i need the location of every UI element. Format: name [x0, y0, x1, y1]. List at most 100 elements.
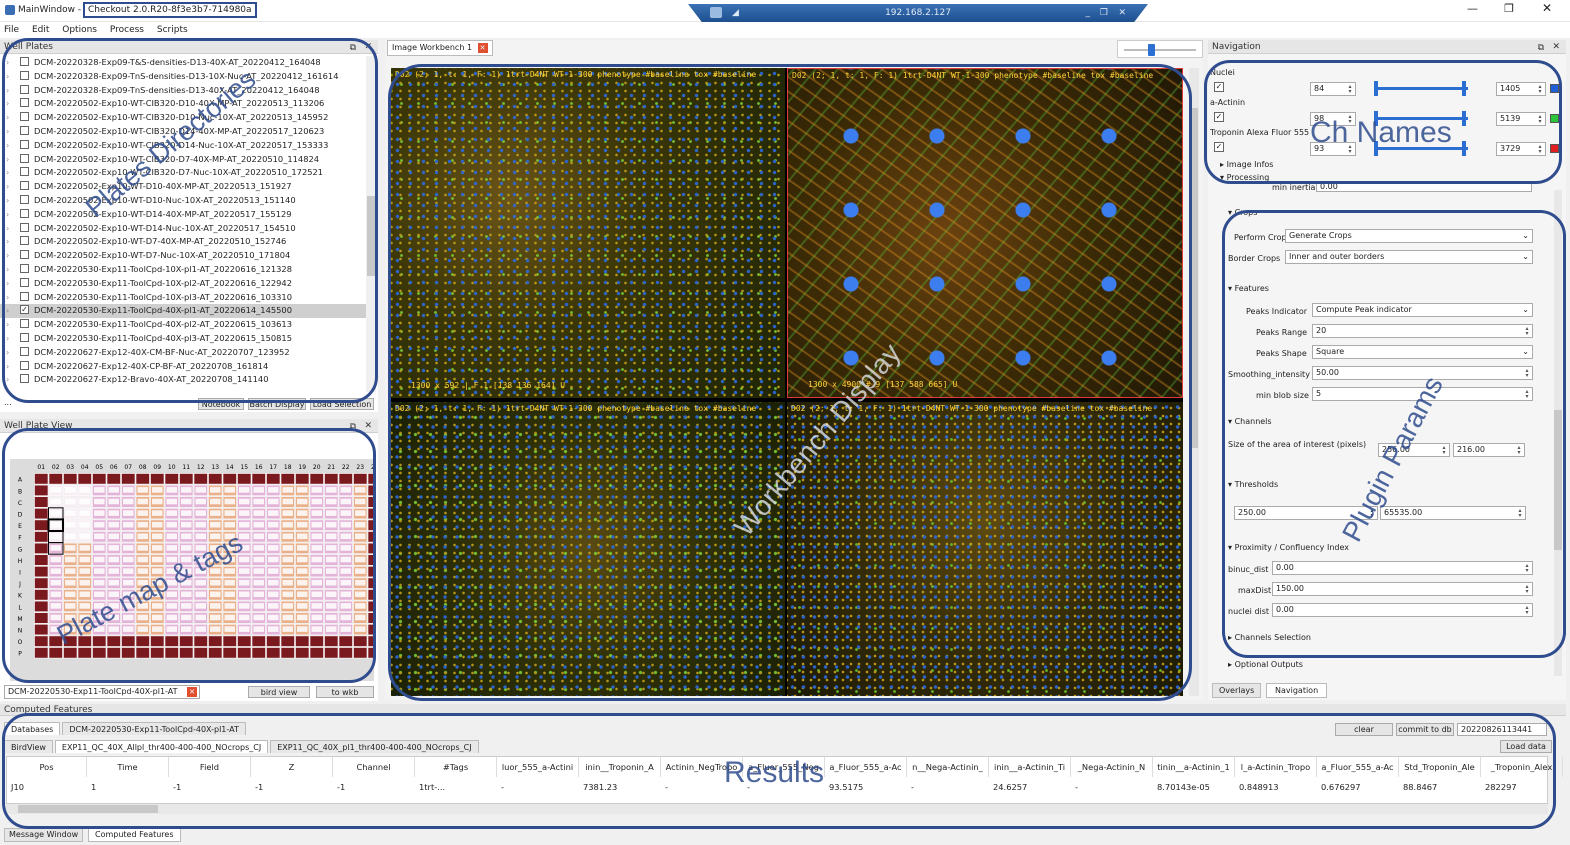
plate-well[interactable]: [353, 635, 368, 647]
plate-directory-item[interactable]: › DCM-20220627-Exp12-40X-CM-BF-Nuc-AT_202…: [0, 346, 366, 360]
plate-well[interactable]: [367, 496, 374, 508]
plate-tab[interactable]: DCM-20220530-Exp11-ToolCpd-40X-pl1-AT ✕: [4, 685, 200, 699]
plate-directory-item[interactable]: › DCM-20220502-Exp10-WT-CIB320-D7-40X-MP-…: [0, 153, 366, 167]
channel-max-handle[interactable]: [1462, 141, 1466, 156]
chevron-right-icon[interactable]: ›: [6, 112, 10, 123]
load-data-button[interactable]: Load data: [1500, 740, 1552, 753]
plate-well[interactable]: [34, 635, 49, 647]
plate-directory-item[interactable]: › DCM-20220530-Exp11-ToolCpd-40X-pl2-AT_2…: [0, 318, 366, 332]
plate-checkbox[interactable]: ✓: [20, 305, 29, 315]
plate-well[interactable]: [164, 473, 179, 485]
channel-min-field[interactable]: 84 ▴ ▾: [1310, 82, 1356, 96]
plate-well[interactable]: [280, 647, 295, 659]
chevron-right-icon[interactable]: ›: [6, 346, 10, 357]
spinner-icon[interactable]: ▴ ▾: [1525, 325, 1529, 337]
channel-visible-checkbox[interactable]: ✓: [1214, 112, 1224, 122]
plate-well[interactable]: [135, 647, 150, 659]
chevron-right-icon[interactable]: ›: [6, 194, 10, 205]
column-header[interactable]: a_Fluor_555_Neg: [743, 757, 825, 777]
plate-checkbox[interactable]: [20, 84, 29, 94]
workbench-tab[interactable]: Image Workbench 1 ✕: [387, 40, 493, 56]
table-cell[interactable]: -: [665, 782, 668, 792]
column-header[interactable]: Pos: [7, 757, 87, 777]
float-icon[interactable]: ⧉: [1537, 43, 1544, 53]
chevron-right-icon[interactable]: ›: [6, 181, 10, 192]
plate-well[interactable]: [121, 647, 136, 659]
plate-well[interactable]: [34, 554, 49, 566]
peaks-indicator-select[interactable]: Compute Peak indicator ⌄: [1312, 303, 1533, 317]
column-header[interactable]: Z: [251, 757, 333, 777]
plate-well[interactable]: [367, 612, 374, 624]
column-header[interactable]: Std_Troponin_Ale: [1399, 757, 1481, 777]
selected-well[interactable]: [48, 542, 64, 555]
tab-close-icon[interactable]: ✕: [187, 687, 197, 697]
plate-well[interactable]: [34, 600, 49, 613]
spinner-icon[interactable]: ▴ ▾: [1442, 444, 1446, 456]
table-cell[interactable]: -: [911, 782, 914, 792]
channel-color-swatch[interactable]: [1550, 114, 1559, 123]
plate-well[interactable]: [367, 589, 374, 601]
plate-well[interactable]: [338, 473, 353, 485]
tab-close-icon[interactable]: ✕: [477, 43, 488, 53]
chevron-right-icon[interactable]: ›: [6, 84, 10, 95]
menu-edit[interactable]: Edit: [31, 25, 50, 35]
plate-well[interactable]: [295, 647, 310, 659]
plate-directory-item[interactable]: › ✓ DCM-20220530-Exp11-ToolCpd-40X-pl1-AT_…: [0, 304, 366, 319]
column-header[interactable]: inin__a-Actinin_Ti: [989, 757, 1071, 777]
plate-checkbox[interactable]: [20, 277, 29, 287]
plate-checkbox[interactable]: [20, 98, 29, 108]
remote-minimize-icon[interactable]: _: [1085, 8, 1091, 18]
table-cell[interactable]: 0.848913: [1239, 782, 1279, 792]
plate-well[interactable]: [34, 566, 49, 578]
plate-directory-item[interactable]: › DCM-20220530-Exp11-ToolCpd-10X-pl1-AT_2…: [0, 263, 366, 277]
menu-options[interactable]: Options: [62, 25, 97, 35]
chevron-right-icon[interactable]: ›: [6, 70, 10, 81]
table-cell[interactable]: 88.8467: [1403, 782, 1438, 792]
plate-well[interactable]: [367, 566, 374, 578]
navigation-tab[interactable]: Navigation: [1266, 683, 1328, 698]
to-wkb-button[interactable]: to wkb: [316, 686, 374, 698]
column-header[interactable]: Actinin_NegTropo: [661, 757, 743, 777]
chevron-right-icon[interactable]: ›: [6, 125, 10, 136]
plate-checkbox[interactable]: [20, 250, 29, 260]
plate-well[interactable]: [280, 635, 295, 647]
plate-well[interactable]: [309, 635, 324, 647]
channel-min-field[interactable]: 93 ▴ ▾: [1310, 142, 1356, 156]
plate-well[interactable]: [150, 647, 165, 659]
channel-min-handle[interactable]: [1374, 81, 1378, 96]
plate-well[interactable]: [338, 647, 353, 659]
plate-well[interactable]: [150, 635, 165, 647]
remote-restore-icon[interactable]: ❐: [1099, 8, 1108, 18]
area-height-field[interactable]: 216.00 ▴ ▾: [1453, 443, 1525, 457]
spinner-icon[interactable]: ▴ ▾: [1517, 444, 1521, 456]
plate-directory-item[interactable]: › DCM-20220627-Exp12-40X-CP-BF-AT_2022070…: [0, 360, 366, 374]
exp11-pl1-tab[interactable]: EXP11_QC_40X_pl1_thr400-400-400_NOcrops_…: [270, 740, 479, 753]
spinner-icon[interactable]: ▴ ▾: [1370, 507, 1374, 519]
thresholds-section[interactable]: ▾ Thresholds: [1228, 480, 1279, 489]
plate-well[interactable]: [251, 635, 266, 647]
restore-icon[interactable]: ❐: [1504, 2, 1514, 15]
column-header[interactable]: Time: [87, 757, 169, 777]
close-icon[interactable]: ✕: [1541, 1, 1552, 15]
scroll-thumb[interactable]: [367, 196, 375, 276]
plate-checkbox[interactable]: [20, 167, 29, 177]
chevron-right-icon[interactable]: ›: [6, 153, 10, 164]
spinner-icon[interactable]: ▴ ▾: [1348, 83, 1352, 95]
zoom-handle[interactable]: [1148, 44, 1155, 56]
column-header[interactable]: inin__Troponin_A: [579, 757, 661, 777]
image-view-3[interactable]: D02 (2; 1, t: 1, F: 1) 1trt-D4NT WT-1-30…: [391, 402, 785, 696]
plate-well[interactable]: [77, 647, 92, 659]
plate-directory-item[interactable]: › DCM-20220530-Exp11-ToolCpd-10X-pl2-AT_2…: [0, 277, 366, 291]
plate-well[interactable]: [266, 635, 281, 647]
plate-well[interactable]: [208, 647, 223, 659]
plate-well[interactable]: [367, 519, 374, 531]
table-cell[interactable]: 282297: [1485, 782, 1517, 792]
column-header[interactable]: #Tags: [415, 757, 497, 777]
table-cell[interactable]: -: [501, 782, 504, 792]
column-header[interactable]: Field: [169, 757, 251, 777]
plate-well[interactable]: [121, 635, 136, 647]
column-header[interactable]: luor_555_a-Actini: [497, 757, 579, 777]
plate-well[interactable]: [164, 635, 179, 647]
chevron-right-icon[interactable]: ›: [6, 305, 10, 316]
image-view-2[interactable]: D02 (2; 1, t: 1, F: 1) 1trt-D4NT WT-1-30…: [787, 68, 1183, 398]
